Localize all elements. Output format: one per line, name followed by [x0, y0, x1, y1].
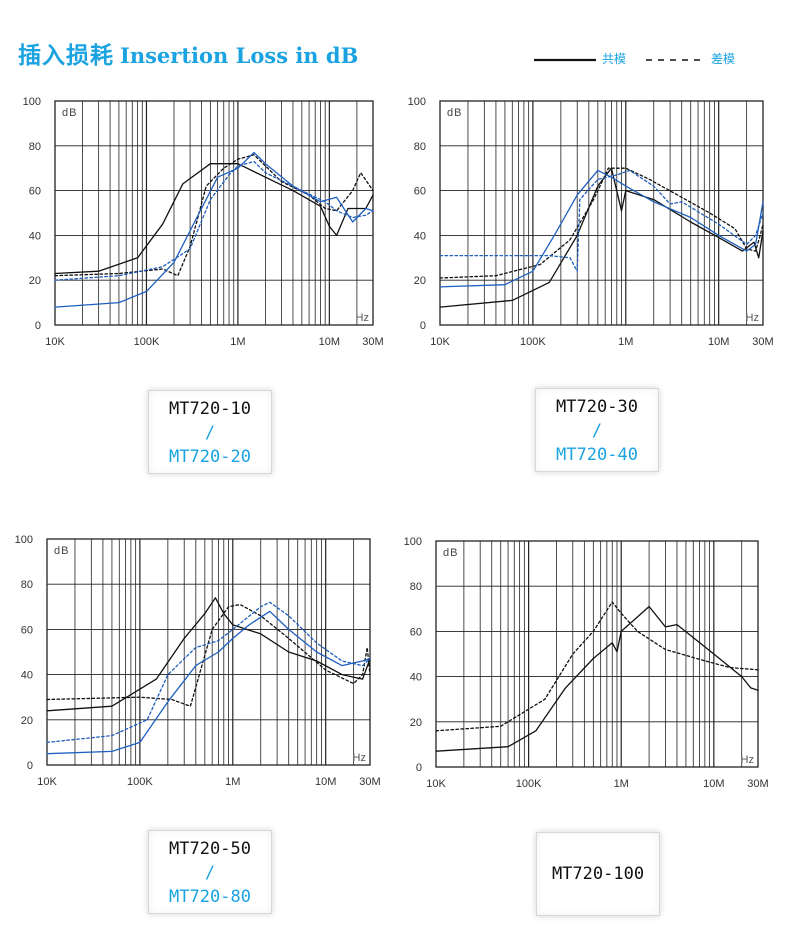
- series-blue-solid: [46, 610, 371, 755]
- legend-common-label: 共模: [602, 52, 627, 66]
- plot-frame: [435, 540, 759, 768]
- y-tick-label: 80: [29, 141, 41, 153]
- y-tick-label: 40: [410, 672, 422, 684]
- y-axis-unit-label: dB: [443, 547, 458, 559]
- x-tick-label: 1M: [225, 776, 240, 788]
- series-blue-dashed: [46, 601, 371, 744]
- y-tick-label: 100: [404, 536, 422, 548]
- y-tick-label: 20: [414, 275, 426, 287]
- x-axis-unit-label: Hz: [356, 312, 369, 324]
- y-tick-label: 20: [29, 275, 41, 287]
- y-tick-label: 0: [27, 760, 33, 772]
- model-separator: /: [204, 863, 216, 883]
- x-axis-unit-label: Hz: [353, 752, 366, 764]
- title-chinese: 插入损耗: [18, 43, 114, 69]
- model-label-blue: MT720-20: [169, 447, 251, 467]
- y-tick-label: 20: [410, 717, 422, 729]
- x-tick-label: 30M: [359, 776, 380, 788]
- model-box-1: MT720-10 / MT720-20: [148, 390, 272, 474]
- x-tick-label: 10K: [45, 336, 65, 348]
- plot-frame: [46, 538, 371, 766]
- legend-diff-line: [646, 59, 704, 61]
- series-blue-dashed: [54, 160, 374, 281]
- title-english: Insertion Loss in dB: [120, 43, 359, 68]
- x-tick-label: 30M: [752, 336, 773, 348]
- model-box-4: MT720-100: [536, 832, 660, 916]
- x-tick-label: 100K: [516, 778, 542, 790]
- x-axis-unit-label: Hz: [741, 754, 754, 766]
- page-title: 插入损耗 Insertion Loss in dB: [18, 36, 358, 70]
- model-label-black: MT720-10: [169, 399, 251, 419]
- model-separator: /: [591, 421, 603, 441]
- x-tick-label: 100K: [127, 776, 153, 788]
- y-tick-label: 40: [21, 670, 33, 682]
- x-tick-label: 10K: [430, 336, 450, 348]
- y-tick-label: 40: [414, 230, 426, 242]
- model-box-3: MT720-50 / MT720-80: [148, 830, 272, 914]
- y-tick-label: 60: [21, 624, 33, 636]
- legend-diff-label: 差模: [711, 52, 736, 66]
- y-tick-label: 0: [35, 320, 41, 332]
- series-black-solid: [46, 597, 371, 712]
- series-blue-solid: [439, 169, 764, 288]
- model-label-black: MT720-100: [551, 864, 645, 884]
- y-tick-label: 60: [414, 186, 426, 198]
- legend-common-line: [534, 58, 596, 62]
- x-tick-label: 1M: [230, 336, 245, 348]
- x-axis-unit-label: Hz: [746, 312, 759, 324]
- series-black-dashed: [435, 601, 759, 732]
- x-tick-label: 30M: [362, 336, 383, 348]
- model-separator: /: [204, 423, 216, 443]
- model-label-blue: MT720-80: [169, 887, 251, 907]
- y-tick-label: 80: [410, 581, 422, 593]
- x-tick-label: 10M: [319, 336, 340, 348]
- x-tick-label: 10K: [37, 776, 57, 788]
- y-tick-label: 40: [29, 230, 41, 242]
- y-tick-label: 60: [410, 626, 422, 638]
- y-tick-label: 0: [420, 320, 426, 332]
- plot-frame: [54, 100, 374, 326]
- y-axis-unit-label: dB: [54, 545, 69, 557]
- series-black-solid: [54, 163, 374, 275]
- x-tick-label: 10K: [426, 778, 446, 790]
- y-tick-label: 100: [23, 96, 41, 108]
- y-tick-label: 80: [21, 579, 33, 591]
- model-box-2: MT720-30 / MT720-40: [535, 388, 659, 472]
- y-tick-label: 20: [21, 715, 33, 727]
- x-tick-label: 30M: [747, 778, 768, 790]
- series-black-dashed: [54, 154, 374, 277]
- series-black-dashed: [46, 603, 371, 707]
- series-blue-dashed: [439, 169, 764, 272]
- y-tick-label: 0: [416, 762, 422, 774]
- series-black-solid: [439, 167, 764, 308]
- y-tick-label: 100: [15, 534, 33, 546]
- x-tick-label: 1M: [618, 336, 633, 348]
- y-axis-unit-label: dB: [62, 107, 77, 119]
- series-black-solid: [435, 605, 759, 752]
- model-label-black: MT720-50: [169, 839, 251, 859]
- y-tick-label: 80: [414, 141, 426, 153]
- x-tick-label: 10M: [315, 776, 336, 788]
- model-label-black: MT720-30: [556, 397, 638, 417]
- y-axis-unit-label: dB: [447, 107, 462, 119]
- y-tick-label: 100: [408, 96, 426, 108]
- series-blue-solid: [54, 151, 374, 308]
- x-tick-label: 10M: [703, 778, 724, 790]
- x-tick-label: 1M: [614, 778, 629, 790]
- y-tick-label: 60: [29, 186, 41, 198]
- x-tick-label: 10M: [708, 336, 729, 348]
- x-tick-label: 100K: [134, 336, 160, 348]
- model-label-blue: MT720-40: [556, 445, 638, 465]
- x-tick-label: 100K: [520, 336, 546, 348]
